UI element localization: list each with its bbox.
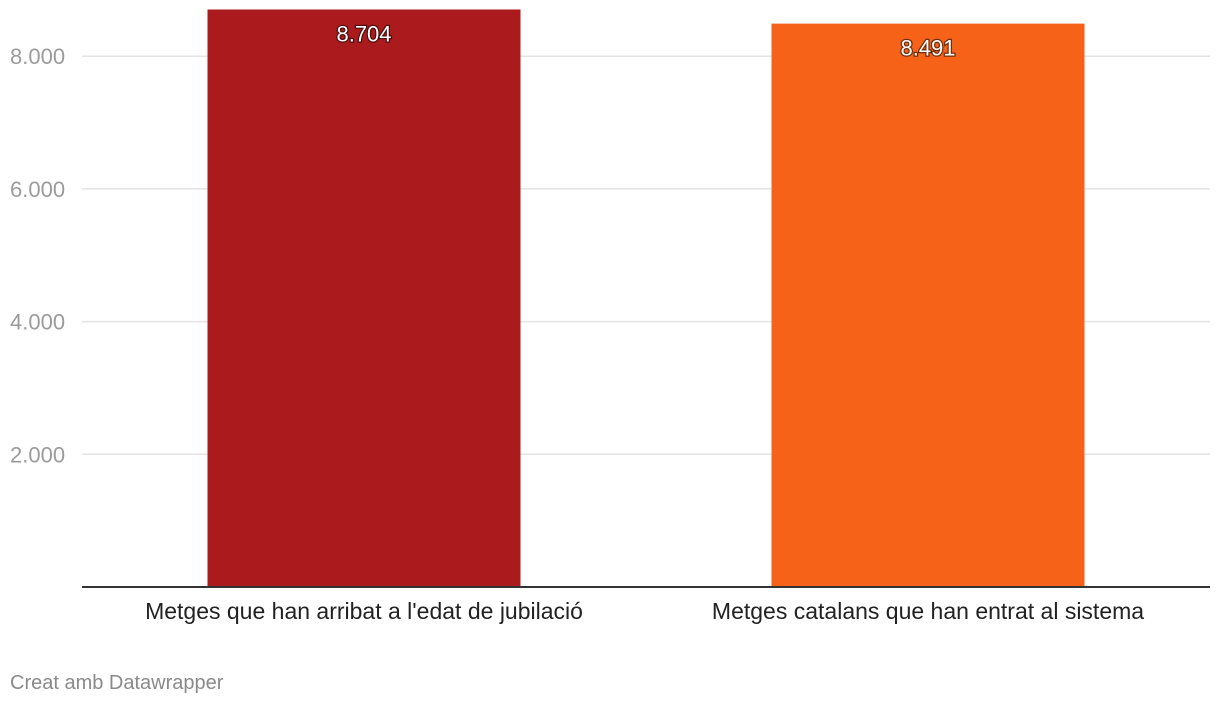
category-labels: Metges que han arribat a l'edat de jubil… <box>145 598 1144 624</box>
chart-credit: Creat amb Datawrapper <box>10 672 224 694</box>
category-label: Metges que han arribat a l'edat de jubil… <box>145 598 583 624</box>
bar-value-label: 8.704 <box>336 21 391 46</box>
bar <box>207 9 521 587</box>
y-axis-ticks: 2.000 4.000 6.000 8.000 <box>10 44 65 467</box>
bar-value-label: 8.491 <box>900 36 955 61</box>
y-tick-label: 8.000 <box>10 44 65 69</box>
bar <box>771 23 1085 588</box>
y-tick-label: 2.000 <box>10 442 65 467</box>
category-label: Metges catalans que han entrat al sistem… <box>712 598 1144 624</box>
value-labels: 8.704 8.491 <box>335 20 957 62</box>
y-tick-label: 6.000 <box>10 177 65 202</box>
y-tick-label: 4.000 <box>10 310 65 335</box>
bars <box>207 9 1085 588</box>
